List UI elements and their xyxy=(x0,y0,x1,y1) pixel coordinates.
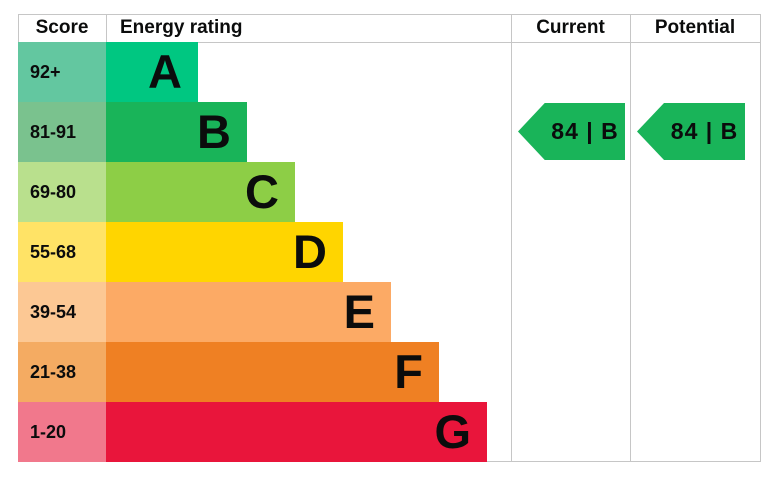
potential-rating-arrow: 84 | B xyxy=(637,103,745,160)
band-letter: E xyxy=(343,285,375,338)
band-bar: F xyxy=(106,342,439,402)
band-bar: C xyxy=(106,162,295,222)
band-letter: F xyxy=(394,345,423,398)
band-score-range: 69-80 xyxy=(18,162,106,222)
header-bottom-border xyxy=(18,42,760,43)
band-score-range: 55-68 xyxy=(18,222,106,282)
band-bar: A xyxy=(106,42,198,102)
potential-column-header: Potential xyxy=(654,17,736,38)
band-bar: B xyxy=(106,102,247,162)
score-column-divider xyxy=(106,14,107,42)
band-row: 81-91 B xyxy=(18,102,247,162)
band-bar: E xyxy=(106,282,391,342)
band-row: 39-54 E xyxy=(18,282,391,342)
band-letter: C xyxy=(245,165,279,218)
band-letter: G xyxy=(434,405,471,458)
band-bar: D xyxy=(106,222,343,282)
band-letter: A xyxy=(148,45,182,98)
table-top-border xyxy=(18,14,760,15)
band-score-range: 81-91 xyxy=(18,102,106,162)
current-column-header: Current xyxy=(536,17,605,38)
band-row: 92+ A xyxy=(18,42,198,102)
band-row: 21-38 F xyxy=(18,342,439,402)
table-left-border xyxy=(18,14,19,42)
band-score-range: 92+ xyxy=(18,42,106,102)
current-rating-arrow: 84 | B xyxy=(518,103,625,160)
band-row: 55-68 D xyxy=(18,222,343,282)
current-rating-label: 84 | B xyxy=(551,118,619,144)
band-score-range: 21-38 xyxy=(18,342,106,402)
current-column-divider xyxy=(511,14,512,462)
band-row: 69-80 C xyxy=(18,162,295,222)
potential-column-divider xyxy=(630,14,631,462)
band-letter: B xyxy=(197,105,231,158)
band-row: 1-20 G xyxy=(18,402,487,462)
potential-rating-label: 84 | B xyxy=(670,118,739,144)
band-score-range: 39-54 xyxy=(18,282,106,342)
table-right-border xyxy=(760,14,761,462)
energy-rating-column-header: Energy rating xyxy=(120,17,243,38)
band-bar: G xyxy=(106,402,487,462)
score-column-header: Score xyxy=(35,17,89,38)
band-score-range: 1-20 xyxy=(18,402,106,462)
band-letter: D xyxy=(293,225,327,278)
